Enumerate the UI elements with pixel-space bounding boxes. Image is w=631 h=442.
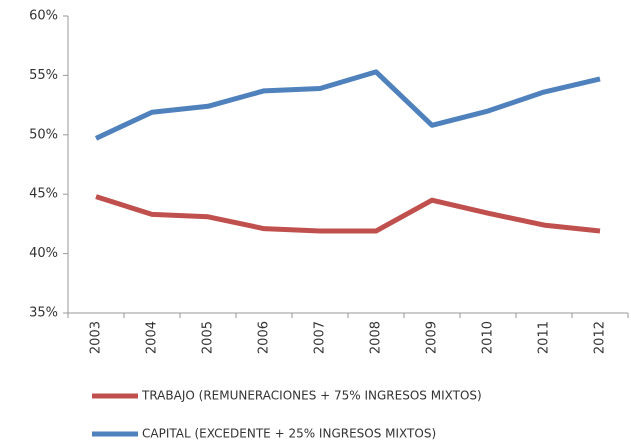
- x-tick-label: 2005: [201, 321, 216, 354]
- y-tick-label: 40%: [29, 246, 58, 261]
- x-tick-label: 2012: [593, 321, 608, 354]
- x-tick-label: 2004: [145, 321, 160, 354]
- x-tick-label: 2003: [89, 321, 104, 354]
- x-tick-label: 2009: [425, 321, 440, 354]
- y-tick-label: 35%: [29, 306, 58, 321]
- x-tick-label: 2011: [537, 321, 552, 354]
- y-tick-label: 55%: [29, 68, 58, 83]
- series-line: [94, 69, 601, 141]
- y-tick-label: 50%: [29, 127, 58, 142]
- y-tick-label: 60%: [29, 9, 58, 24]
- y-tick-label: 45%: [29, 187, 58, 202]
- x-tick-label: 2007: [313, 321, 328, 354]
- legend-label: TRABAJO (REMUNERACIONES + 75% INGRESOS M…: [141, 389, 482, 403]
- x-tick-label: 2006: [257, 321, 272, 354]
- series-line: [95, 194, 601, 234]
- x-tick-label: 2008: [369, 321, 384, 354]
- x-tick-label: 2010: [481, 321, 496, 354]
- legend-label: CAPITAL (EXCEDENTE + 25% INGRESOS MIXTOS…: [142, 427, 436, 441]
